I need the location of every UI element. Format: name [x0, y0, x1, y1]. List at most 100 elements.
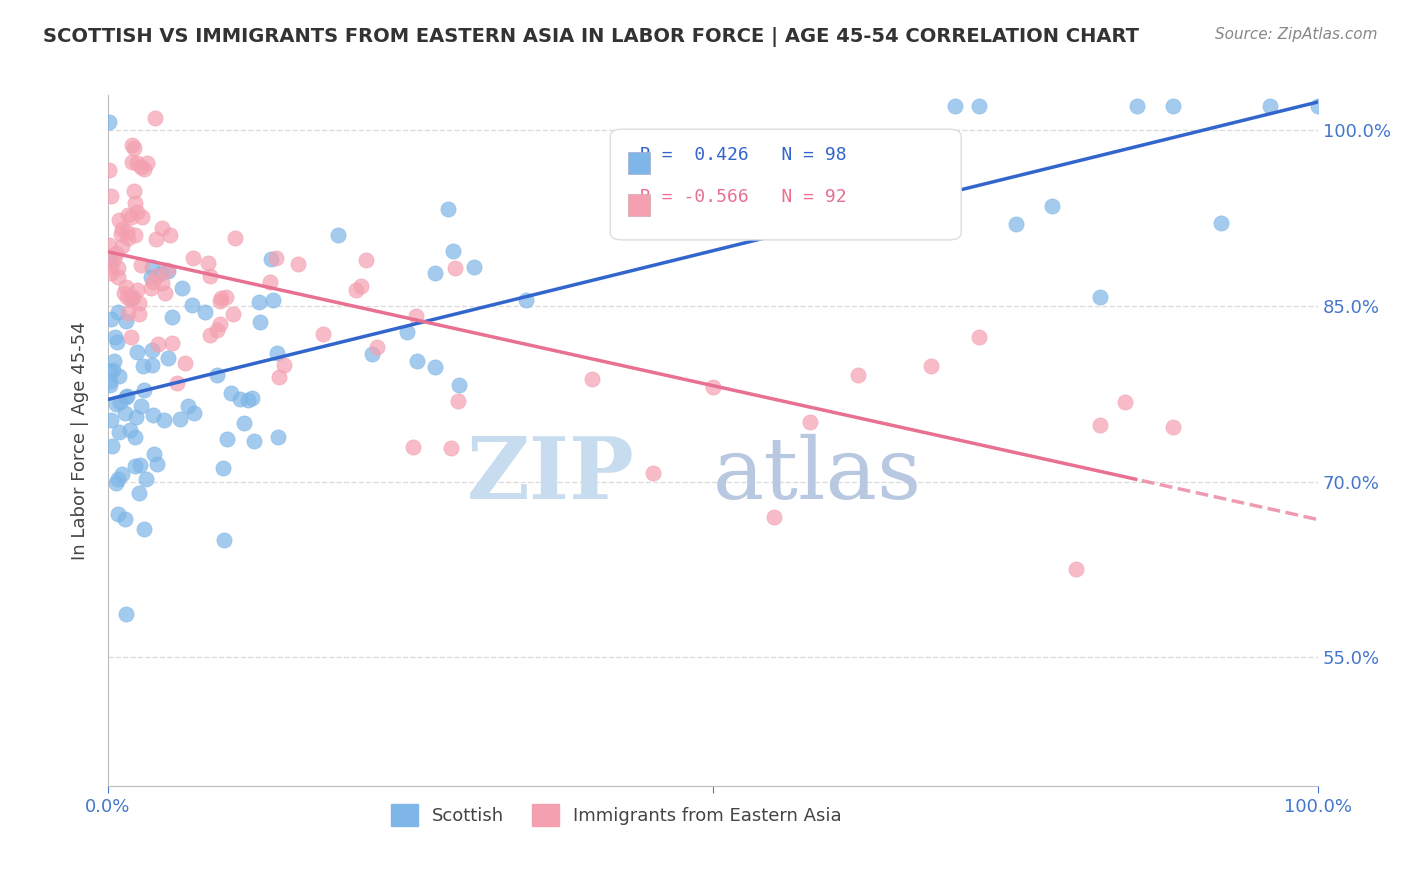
Point [350, 278, 373, 293]
Point [121, 154, 143, 169]
Point [172, 281, 194, 295]
Bar [628, 194, 650, 216]
Point [405, 309, 427, 323]
Bar [628, 152, 650, 174]
Point [115, 390, 138, 404]
Point [366, 340, 388, 354]
Point [100, 312, 122, 326]
Point [107, 425, 129, 439]
Point [122, 290, 145, 304]
Point [143, 111, 166, 125]
Point [101, 363, 124, 377]
Point [98, 115, 121, 129]
Point [122, 141, 145, 155]
Point [125, 283, 148, 297]
Point [103, 252, 125, 267]
Point [259, 275, 281, 289]
Point [326, 227, 349, 242]
Point [799, 415, 821, 429]
Point [98, 377, 121, 392]
Point [98, 364, 121, 378]
Point [287, 257, 309, 271]
Point [183, 406, 205, 420]
Point [247, 295, 270, 310]
Point [463, 260, 485, 274]
Point [107, 472, 129, 486]
Point [108, 213, 131, 227]
Point [124, 195, 146, 210]
Point [1090, 418, 1112, 433]
Point [1064, 562, 1087, 576]
Point [117, 225, 139, 239]
Point [174, 356, 197, 370]
Point [141, 260, 163, 274]
Text: R = -0.566   N = 92: R = -0.566 N = 92 [641, 188, 846, 206]
Point [141, 359, 163, 373]
Point [117, 290, 139, 304]
Point [197, 256, 219, 270]
Point [266, 430, 288, 444]
Point [762, 198, 785, 212]
Point [1114, 394, 1136, 409]
Point [117, 231, 139, 245]
Point [103, 354, 125, 368]
Point [149, 266, 172, 280]
Point [135, 156, 157, 170]
Point [312, 327, 335, 342]
Point [224, 231, 246, 245]
Point [1125, 99, 1147, 113]
Point [969, 99, 991, 113]
Point [120, 291, 142, 305]
Point [209, 291, 232, 305]
Point [269, 370, 291, 384]
Point [132, 161, 155, 176]
Point [105, 397, 128, 411]
Point [402, 440, 425, 454]
Point [121, 138, 143, 153]
Point [920, 359, 942, 373]
Point [152, 412, 174, 426]
Point [104, 330, 127, 344]
Point [132, 522, 155, 536]
Point [107, 260, 129, 275]
Point [141, 343, 163, 358]
Point [156, 351, 179, 366]
Point [135, 472, 157, 486]
Point [222, 307, 245, 321]
Point [131, 210, 153, 224]
Point [100, 266, 122, 280]
Point [142, 275, 165, 289]
Point [98, 162, 121, 177]
Point [155, 286, 177, 301]
Point [405, 353, 427, 368]
Point [209, 317, 232, 331]
Point [114, 314, 136, 328]
Point [100, 189, 122, 203]
Point [107, 304, 129, 318]
Point [124, 459, 146, 474]
Point [125, 409, 148, 424]
Point [166, 376, 188, 390]
Point [98, 252, 121, 266]
Point [112, 286, 135, 301]
Point [120, 210, 142, 224]
Point [198, 328, 221, 343]
Point [169, 412, 191, 426]
Text: SCOTTISH VS IMMIGRANTS FROM EASTERN ASIA IN LABOR FORCE | AGE 45-54 CORRELATION : SCOTTISH VS IMMIGRANTS FROM EASTERN ASIA… [42, 27, 1139, 46]
Point [1161, 99, 1184, 113]
Point [128, 486, 150, 500]
Point [120, 330, 142, 344]
Point [160, 336, 183, 351]
Point [132, 359, 155, 373]
Point [177, 399, 200, 413]
Point [117, 208, 139, 222]
Point [124, 430, 146, 444]
Point [1090, 289, 1112, 303]
Point [1211, 215, 1233, 229]
Point [127, 344, 149, 359]
Point [97, 237, 120, 252]
Point [581, 372, 603, 386]
Point [127, 155, 149, 169]
Point [361, 347, 384, 361]
Point [105, 335, 128, 350]
